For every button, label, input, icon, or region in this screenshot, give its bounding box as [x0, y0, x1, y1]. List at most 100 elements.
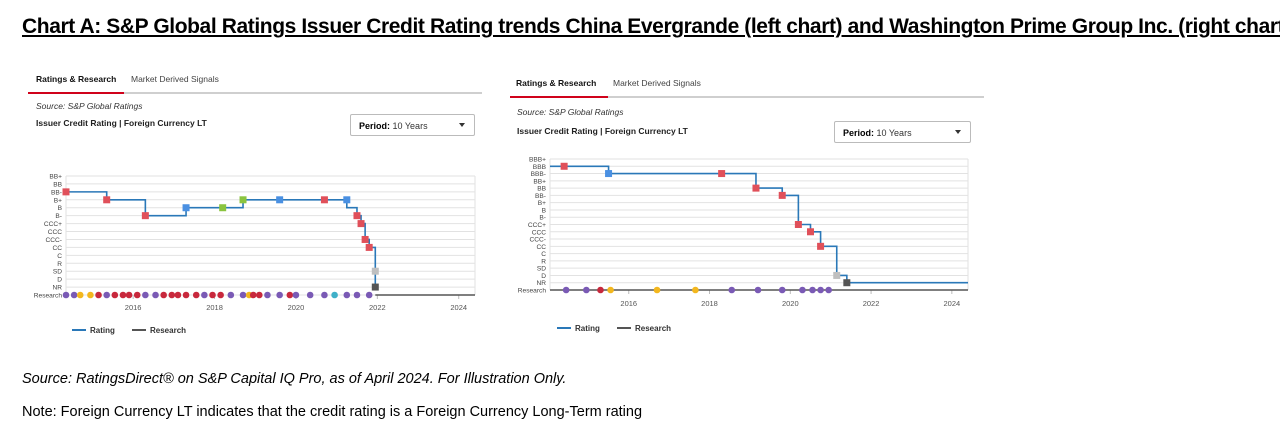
- y-tick-label: B+: [538, 200, 546, 207]
- footnote: Note: Foreign Currency LT indicates that…: [22, 404, 643, 420]
- rating-marker: [778, 191, 786, 199]
- research-dot: [264, 291, 271, 299]
- rating-marker: [794, 221, 802, 228]
- rating-marker: [752, 184, 760, 192]
- research-dot: [209, 291, 216, 299]
- chart-subtitle: Issuer Credit Rating | Foreign Currency …: [517, 126, 688, 136]
- legend-rating-label: Rating: [575, 324, 600, 333]
- research-dot: [95, 291, 102, 299]
- rating-marker: [817, 242, 825, 250]
- rating-marker: [833, 271, 841, 279]
- research-dot: [799, 286, 806, 294]
- period-dropdown[interactable]: Period: 10 Years: [350, 114, 475, 136]
- period-value: 10 Years: [392, 121, 428, 131]
- tab-market-derived-signals[interactable]: Market Derived Signals: [613, 78, 701, 88]
- research-dot: [306, 291, 314, 299]
- y-tick-label: CCC: [532, 229, 547, 236]
- research-dot: [817, 286, 824, 294]
- y-tick-label: CCC+: [528, 222, 546, 229]
- y-tick-label: CCC-: [530, 237, 546, 244]
- research-dot: [174, 291, 182, 299]
- chevron-down-icon: [459, 123, 465, 127]
- research-dot: [583, 286, 590, 294]
- x-tick-label: 2020: [782, 299, 799, 308]
- rating-marker: [843, 279, 851, 287]
- research-dot: [168, 291, 176, 299]
- research-dot: [249, 291, 257, 299]
- research-dot: [152, 291, 159, 299]
- y-tick-label: Research: [518, 288, 547, 295]
- rating-marker: [239, 196, 247, 204]
- y-tick-label: CCC+: [44, 221, 62, 228]
- research-dot: [292, 291, 300, 299]
- y-tick-label: D: [57, 277, 62, 284]
- research-dot: [353, 291, 361, 299]
- rating-marker: [806, 228, 814, 236]
- y-tick-label: Research: [34, 293, 63, 300]
- tab-bar: Ratings & Research Market Derived Signal…: [28, 68, 482, 94]
- rating-chart-evergrande: BB+BBBB-B+BB-CCC+CCCCCC-CCCRSDDNRResearc…: [34, 174, 476, 335]
- chart-source: Source: S&P Global Ratings: [517, 107, 624, 117]
- y-tick-label: BB: [53, 181, 62, 188]
- research-dot: [597, 286, 604, 294]
- rating-marker: [605, 170, 613, 178]
- source-note: Source: RatingsDirect® on S&P Capital IQ…: [22, 371, 567, 387]
- period-dropdown[interactable]: Period: 10 Years: [834, 121, 971, 143]
- research-dot: [182, 291, 190, 299]
- tab-ratings-research[interactable]: Ratings & Research: [36, 74, 117, 84]
- period-label: Period: 10 Years: [843, 128, 912, 138]
- rating-marker: [141, 212, 149, 220]
- tab-market-derived-signals[interactable]: Market Derived Signals: [131, 74, 219, 84]
- research-dot: [286, 291, 294, 299]
- research-dot: [809, 286, 816, 294]
- research-dot: [125, 291, 133, 299]
- x-tick-label: 2022: [369, 303, 386, 312]
- y-tick-label: B: [542, 207, 547, 214]
- y-tick-label: NR: [536, 280, 546, 287]
- tab-ratings-research[interactable]: Ratings & Research: [516, 78, 597, 88]
- rating-marker: [276, 196, 284, 204]
- x-tick-label: 2020: [288, 303, 305, 312]
- y-tick-label: R: [541, 258, 546, 265]
- rating-marker: [718, 170, 726, 178]
- rating-marker: [103, 196, 111, 204]
- research-dot: [365, 291, 373, 299]
- research-dot: [692, 286, 699, 294]
- chart-panel-washington-prime: Ratings & Research Market Derived Signal…: [502, 68, 992, 340]
- y-tick-label: BB-: [51, 189, 62, 196]
- chart-subtitle: Issuer Credit Rating | Foreign Currency …: [36, 118, 207, 128]
- research-dot: [825, 286, 832, 294]
- y-tick-label: CCC: [48, 229, 63, 236]
- y-tick-label: BBB: [533, 164, 547, 171]
- y-tick-label: BBB+: [529, 157, 546, 164]
- rating-marker: [560, 162, 568, 170]
- research-dot: [321, 291, 328, 299]
- rating-marker: [182, 204, 190, 212]
- y-tick-label: CC: [536, 244, 546, 251]
- legend-research-label: Research: [635, 324, 671, 333]
- tab-bar: Ratings & Research Market Derived Signal…: [510, 72, 984, 98]
- chevron-down-icon: [955, 130, 961, 134]
- research-dot: [142, 291, 149, 299]
- x-tick-label: 2024: [450, 303, 467, 312]
- y-tick-label: D: [541, 273, 546, 280]
- research-dot: [607, 286, 614, 294]
- y-tick-label: BBB-: [531, 171, 546, 178]
- research-dot: [562, 286, 570, 294]
- y-tick-label: C: [541, 251, 546, 258]
- research-dot: [160, 291, 167, 299]
- y-tick-label: R: [57, 261, 62, 268]
- rating-marker: [361, 235, 369, 243]
- y-tick-label: SD: [53, 269, 62, 276]
- y-tick-label: B+: [54, 197, 62, 204]
- rating-marker: [62, 188, 70, 196]
- rating-marker: [219, 204, 227, 212]
- legend-research-label: Research: [150, 326, 186, 335]
- research-dot: [227, 291, 235, 299]
- research-dot: [276, 291, 283, 299]
- research-dot: [331, 291, 338, 299]
- x-tick-label: 2016: [125, 303, 142, 312]
- y-tick-label: CC: [52, 245, 62, 252]
- rating-marker: [365, 243, 373, 251]
- period-label: Period: 10 Years: [359, 121, 428, 131]
